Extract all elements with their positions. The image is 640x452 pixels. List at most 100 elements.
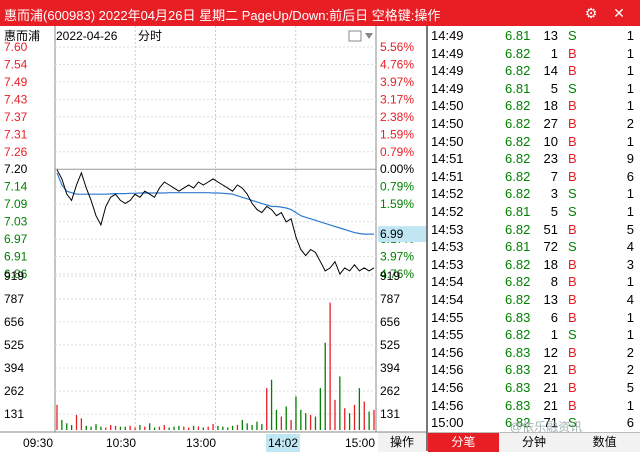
volume-tick-label: 525 bbox=[4, 338, 24, 352]
price-tick-label: 6.91 bbox=[4, 250, 28, 264]
trade-volume: 3 bbox=[550, 186, 558, 202]
title-bar: 惠而浦(600983) 2022年04月26日 星期二 PageUp/Down:… bbox=[0, 0, 640, 26]
trade-time: 14:49 bbox=[431, 28, 464, 43]
price-tick-label: 7.14 bbox=[4, 180, 28, 194]
trade-row[interactable]: 14:54 6.82 13 B 4 bbox=[428, 291, 640, 309]
trade-count: 1 bbox=[626, 186, 634, 202]
trade-row[interactable]: 14:50 6.82 10 B 1 bbox=[428, 133, 640, 151]
trade-price: 6.82 bbox=[505, 186, 531, 202]
trade-row[interactable]: 14:49 6.81 13 S 1 bbox=[428, 27, 640, 45]
close-icon[interactable]: ✕ bbox=[613, 5, 625, 21]
trade-list[interactable]: 14:49 6.81 13 S 1 14:49 6.82 1 B 1 14:49 6.82 14 B 1 14… bbox=[428, 26, 640, 431]
trade-row[interactable]: 14:53 6.82 51 B 5 bbox=[428, 221, 640, 239]
trade-count: 6 bbox=[626, 415, 634, 431]
volume-tick-label: 262 bbox=[4, 384, 24, 398]
volume-tick-label-right: 394 bbox=[380, 361, 400, 375]
trade-row[interactable]: 14:49 6.82 1 B 1 bbox=[428, 45, 640, 63]
trade-row[interactable]: 14:50 6.82 18 B 1 bbox=[428, 97, 640, 115]
trade-time: 14:50 bbox=[431, 116, 464, 131]
tab-2[interactable]: 数值 bbox=[592, 435, 617, 449]
trade-price: 6.81 bbox=[505, 239, 531, 255]
trade-time: 14:49 bbox=[431, 63, 464, 79]
tab-bar: 分笔 分钟 数值 bbox=[428, 432, 640, 452]
trade-volume: 5 bbox=[550, 204, 558, 219]
trade-side: B bbox=[568, 344, 577, 360]
price-marker-label: 6.99 bbox=[380, 227, 404, 241]
trade-count: 1 bbox=[626, 133, 634, 149]
trade-time: 14:49 bbox=[431, 45, 464, 61]
trade-volume: 14 bbox=[543, 63, 558, 79]
watermark: @依乐融资讯 bbox=[510, 420, 583, 434]
trade-row[interactable]: 14:49 6.81 5 S 1 bbox=[428, 80, 640, 98]
trade-price: 6.82 bbox=[505, 415, 531, 431]
trade-row[interactable]: 14:56 6.83 21 B 5 bbox=[428, 379, 640, 397]
trade-row[interactable]: 14:53 6.82 18 B 3 bbox=[428, 256, 640, 274]
trade-time: 14:49 bbox=[431, 80, 464, 96]
trade-time: 14:55 bbox=[431, 327, 464, 343]
trade-row[interactable]: 14:52 6.81 5 S 1 bbox=[428, 203, 640, 221]
trade-row[interactable]: 14:54 6.82 8 B 1 bbox=[428, 273, 640, 291]
trade-side: B bbox=[568, 292, 577, 307]
trade-price: 6.82 bbox=[505, 98, 531, 114]
trade-side: S bbox=[568, 28, 577, 43]
chart-date: 2022-04-26 bbox=[56, 29, 118, 43]
trade-count: 1 bbox=[626, 45, 634, 61]
trade-count: 5 bbox=[626, 221, 634, 237]
trade-volume: 71 bbox=[543, 415, 558, 431]
trade-price: 6.81 bbox=[505, 80, 531, 96]
gear-icon[interactable]: ⚙ bbox=[584, 5, 598, 21]
trade-volume: 12 bbox=[543, 344, 558, 360]
trade-side: B bbox=[568, 397, 577, 413]
trade-count: 1 bbox=[626, 274, 634, 290]
trade-count: 2 bbox=[626, 344, 634, 360]
trade-side: S bbox=[568, 186, 577, 202]
trade-price: 6.81 bbox=[505, 204, 531, 219]
trade-row[interactable]: 14:55 6.82 1 S 1 bbox=[428, 326, 640, 344]
trade-volume: 13 bbox=[543, 292, 558, 307]
price-tick-label: 6.97 bbox=[4, 232, 28, 246]
pct-tick-label: 1.59% bbox=[380, 197, 414, 211]
volume-tick-label: 656 bbox=[4, 315, 24, 329]
trade-volume: 1 bbox=[550, 327, 558, 343]
price-tick-label: 7.20 bbox=[4, 162, 28, 176]
pct-tick-label: 1.59% bbox=[380, 127, 414, 141]
trade-count: 1 bbox=[626, 80, 634, 96]
trade-side: S bbox=[568, 415, 577, 431]
trade-row[interactable]: 14:51 6.82 7 B 6 bbox=[428, 168, 640, 186]
time-tick-label: 10:30 bbox=[106, 436, 136, 450]
trade-row[interactable]: 14:56 6.83 21 B 2 bbox=[428, 361, 640, 379]
trade-price: 6.82 bbox=[505, 151, 531, 167]
trade-price: 6.82 bbox=[505, 45, 531, 61]
trade-price: 6.83 bbox=[505, 344, 531, 360]
trade-side: B bbox=[568, 274, 577, 290]
trade-row[interactable]: 14:53 6.81 72 S 4 bbox=[428, 238, 640, 256]
trade-time: 14:54 bbox=[431, 292, 464, 307]
trade-side: B bbox=[568, 380, 577, 395]
trade-volume: 18 bbox=[543, 98, 558, 114]
trade-row[interactable]: 14:56 6.83 21 B 1 bbox=[428, 397, 640, 415]
tab-operate[interactable]: 操作 bbox=[378, 432, 426, 452]
trade-row[interactable]: 14:56 6.83 12 B 2 bbox=[428, 344, 640, 362]
trade-side: S bbox=[568, 327, 577, 343]
trade-row[interactable]: 15:00 6.82 71 S 6 bbox=[428, 414, 640, 432]
tab-0[interactable]: 分笔 bbox=[428, 433, 499, 452]
trade-price: 6.82 bbox=[505, 292, 531, 307]
trade-price: 6.82 bbox=[505, 133, 531, 149]
trade-row[interactable]: 14:50 6.82 27 B 2 bbox=[428, 115, 640, 133]
intraday-chart[interactable]: 惠而浦 2022-04-26 分时 7.60 5.56% 7.54 4.76% 7.49 3.9… bbox=[0, 26, 426, 452]
chevron-down-icon bbox=[365, 33, 373, 39]
trade-side: S bbox=[568, 239, 577, 255]
trade-volume: 21 bbox=[543, 397, 558, 413]
trade-row[interactable]: 14:49 6.82 14 B 1 bbox=[428, 62, 640, 80]
volume-tick-label-right: 919 bbox=[380, 269, 400, 283]
trade-row[interactable]: 14:51 6.82 23 B 9 bbox=[428, 150, 640, 168]
price-tick-label: 7.54 bbox=[4, 57, 28, 71]
trade-time: 14:50 bbox=[431, 98, 464, 114]
trade-row[interactable]: 14:55 6.83 6 B 1 bbox=[428, 309, 640, 327]
trade-time: 14:52 bbox=[431, 204, 464, 219]
trade-time: 14:51 bbox=[431, 151, 464, 167]
price-tick-label: 7.26 bbox=[4, 145, 28, 159]
tab-1[interactable]: 分钟 bbox=[521, 435, 546, 449]
volume-tick-label: 394 bbox=[4, 361, 24, 375]
trade-row[interactable]: 14:52 6.82 3 S 1 bbox=[428, 185, 640, 203]
